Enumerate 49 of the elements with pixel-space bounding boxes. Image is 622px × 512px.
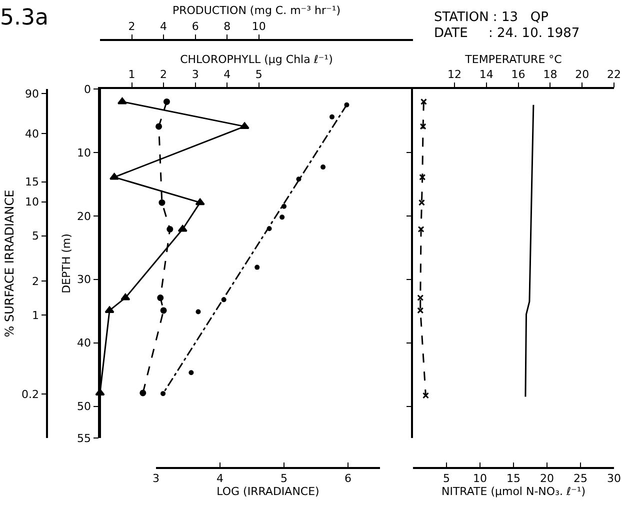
x-tick-label: 14 [479,68,494,81]
x2-tick-label: 10 [252,20,266,33]
x2-tick-label: 30 [607,472,621,485]
x-axis-title: LOG (IRRADIANCE) [216,484,320,498]
x2-tick-label: 10 [473,472,487,485]
x-tick-label: 5 [280,472,288,485]
x-tick-label: 22 [607,68,621,81]
x-tick-label: 16 [511,68,526,81]
y-tick-label: 10 [77,146,92,160]
y2-tick-label: 10 [25,196,40,209]
y-tick-label: 55 [77,432,92,445]
y2-tick-label: 2 [32,274,40,288]
x-tick-label: 12 [447,68,462,81]
x-tick-label: 4 [224,68,231,81]
chart-title: 5.3a [0,6,48,31]
x2-tick-label: 15 [506,472,520,485]
y-tick-label: 20 [77,210,92,223]
y-tick-label: 0 [84,82,92,96]
y2-tick-label: 1 [32,308,40,322]
y2-tick-label: 0.2 [22,388,40,401]
x-tick-label: 2 [160,68,168,81]
x-axis-title: CHLOROPHYLL (µg Chla ℓ⁻¹) [180,53,333,66]
x2-tick-label: 4 [160,20,168,33]
text: DATE : 24. 10. 1987 [434,26,580,41]
y-tick-label: 40 [77,336,92,350]
x-tick-label: 4 [216,472,224,485]
x-tick-label: 20 [575,68,590,81]
x2-tick-label: 25 [574,472,588,485]
x2-tick-label: 6 [192,20,199,33]
y2-tick-label: 15 [25,176,40,189]
x-tick-label: 5 [255,68,262,81]
x2-tick-label: 8 [224,20,231,33]
y2-tick-label: 40 [25,127,40,140]
y2-tick-label: 90 [25,88,40,101]
text: STATION : 13 QP [434,10,549,25]
x-tick-label: 6 [344,472,352,485]
x-tick-label: 18 [543,68,558,81]
x2-axis-title: PRODUCTION (mg C. m⁻³ hr⁻¹) [172,4,341,17]
x-tick-label: 1 [128,68,136,81]
y-tick-label: 50 [77,400,92,414]
x-axis-title: TEMPERATURE °C [464,53,562,66]
y-tick-label: 30 [77,273,92,286]
x-tick-label: 3 [152,472,160,485]
y2-tick-label: 5 [32,230,40,243]
y2-axis-title: % SURFACE IRRADIANCE [2,190,16,338]
x-tick-label: 3 [192,68,199,81]
x2-axis-title: NITRATE (µmol N-NO₃. ℓ⁻¹) [441,484,586,498]
y-axis-title: DEPTH (m) [60,234,74,294]
x2-tick-label: 2 [128,20,136,33]
